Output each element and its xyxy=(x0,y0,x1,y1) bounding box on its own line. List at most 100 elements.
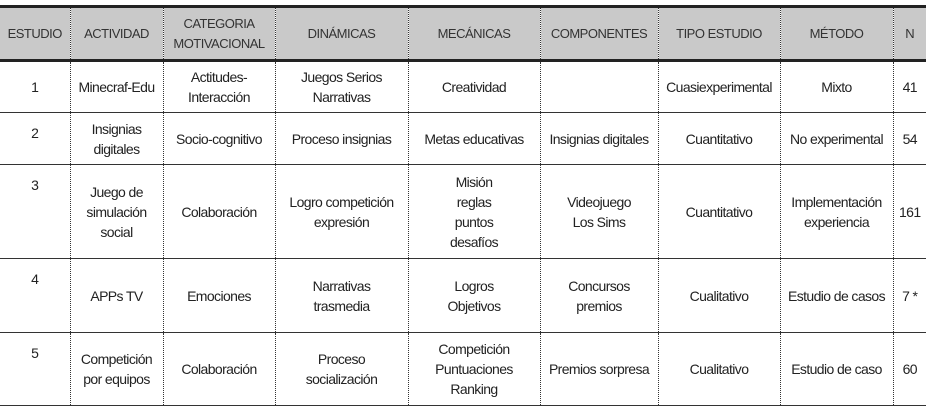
cell-actividad: Minecraf-Edu xyxy=(69,60,164,113)
cell-line: por equipos xyxy=(83,371,150,387)
cell-line: Proceso xyxy=(317,351,366,367)
cell-componentes xyxy=(539,60,659,113)
cell-line: APPs TV xyxy=(90,287,143,304)
cell-componentes: Videojuego Los Sims xyxy=(539,164,659,259)
cell-dinamicas: Proceso insignias xyxy=(274,112,409,165)
cell-line: Videojuego xyxy=(567,193,631,210)
cell-componentes: Concursos premios xyxy=(539,258,659,333)
cell-line: Insignias digitales xyxy=(549,130,649,147)
cell-actividad: Insignias digitales xyxy=(69,112,164,165)
cell-dinamicas: Narrativas trasmedia xyxy=(274,258,409,333)
cell-line: experiencia xyxy=(804,213,870,230)
cell-tipo: Cuantitativo xyxy=(657,164,781,259)
header-n: N xyxy=(892,5,926,62)
cell-n: 60 xyxy=(892,332,926,406)
cell-line: socialización xyxy=(305,371,378,387)
cell-mecanicas: Competición Puntuaciones Ranking xyxy=(407,332,541,406)
header-metodo: MÉTODO xyxy=(779,5,894,62)
cell-line: Juego de xyxy=(90,183,143,200)
table-row: 2 Insignias digitales Socio-cognitivo Proces… xyxy=(0,112,926,165)
cell-line: Misión xyxy=(455,173,493,190)
cell-mecanicas: Logros Objetivos xyxy=(407,258,541,333)
cell-line: premios xyxy=(576,297,622,314)
cell-metodo: Implementación experiencia xyxy=(779,164,894,259)
cell-mecanicas: Misión reglas puntos desafíos xyxy=(407,164,541,259)
cell-line: Logros xyxy=(454,277,494,294)
cell-line: Minecraf-Edu xyxy=(78,79,155,95)
cell-line: Objetivos xyxy=(447,297,502,314)
cell-line: Estudio de caso xyxy=(791,361,882,377)
cell-line: desafíos xyxy=(449,233,499,250)
cell-line: Juegos Serios xyxy=(301,69,383,85)
cell-line: Premios sorpresa xyxy=(548,361,650,377)
cell-line: Concursos xyxy=(568,277,630,294)
cell-estudio: 4 xyxy=(0,258,71,333)
cell-categoria: Actitudes- Interacción xyxy=(162,60,276,113)
table-row: 3 Juego de simulación social Colaboración Log… xyxy=(0,164,926,259)
cell-line: Mixto xyxy=(821,79,852,95)
header-categoria: CATEGORIA MOTIVACIONAL xyxy=(162,5,276,62)
cell-actividad: APPs TV xyxy=(69,258,164,333)
cell-metodo: Mixto xyxy=(779,60,894,113)
cell-line: Logro competición xyxy=(289,193,394,210)
cell-componentes: Insignias digitales xyxy=(539,112,659,165)
cell-metodo: Estudio de casos xyxy=(779,258,894,333)
cell-line: digitales xyxy=(93,140,141,157)
cell-line: trasmedia xyxy=(313,297,370,314)
cell-categoria: Emociones xyxy=(162,258,276,333)
cell-line: Narrativas xyxy=(312,277,371,294)
header-componentes: COMPONENTES xyxy=(539,5,659,62)
cell-n: 54 xyxy=(892,112,926,165)
cell-line: Insignias xyxy=(91,120,142,137)
cell-metodo: No experimental xyxy=(779,112,894,165)
cell-categoria: Colaboración xyxy=(162,164,276,259)
studies-table: ESTUDIO ACTIVIDAD CATEGORIA MOTIVACIONAL … xyxy=(0,5,926,406)
header-actividad: ACTIVIDAD xyxy=(69,5,164,62)
cell-line: Colaboración xyxy=(181,361,257,377)
header-dinamicas: DINÁMICAS xyxy=(274,5,409,62)
cell-line: social xyxy=(100,223,133,240)
cell-dinamicas: Juegos Serios Narrativas xyxy=(274,60,409,113)
cell-line: Creatividad xyxy=(441,79,507,95)
header-mecanicas: MECÁNICAS xyxy=(407,5,541,62)
cell-estudio: 1 xyxy=(0,60,71,113)
cell-line: Metas educativas xyxy=(424,130,524,147)
cell-estudio: 5 xyxy=(0,332,71,406)
cell-line: No experimental xyxy=(790,130,884,147)
cell-line: Proceso insignias xyxy=(291,130,392,147)
cell-line: simulación xyxy=(86,203,147,220)
cell-n: 161 xyxy=(892,164,926,259)
header-categoria-line1: CATEGORIA xyxy=(183,15,255,31)
cell-line: Narrativas xyxy=(312,89,371,105)
cell-tipo: Cualitativo xyxy=(657,258,781,333)
cell-estudio: 2 xyxy=(0,112,71,165)
cell-line: Implementación xyxy=(791,193,882,210)
cell-line: Ranking xyxy=(450,381,498,397)
cell-categoria: Socio-cognitivo xyxy=(162,112,276,165)
cell-tipo: Cuasiexperimental xyxy=(657,60,781,113)
cell-line: Estudio de casos xyxy=(787,287,886,304)
cell-line: expresión xyxy=(313,213,370,230)
cell-mecanicas: Creatividad xyxy=(407,60,541,113)
cell-tipo: Cuantitativo xyxy=(657,112,781,165)
cell-actividad: Juego de simulación social xyxy=(69,164,164,259)
table-row: 5 Competición por equipos Colaboración Proce… xyxy=(0,332,926,406)
header-estudio: ESTUDIO xyxy=(0,5,71,62)
cell-n: 41 xyxy=(892,60,926,113)
cell-line: Socio-cognitivo xyxy=(176,130,263,147)
header-tipo-estudio: TIPO ESTUDIO xyxy=(657,5,781,62)
cell-line: Colaboración xyxy=(181,203,257,220)
cell-dinamicas: Logro competición expresión xyxy=(274,164,409,259)
cell-line: Competición xyxy=(80,351,153,367)
cell-categoria: Colaboración xyxy=(162,332,276,406)
cell-tipo: Cualitativo xyxy=(657,332,781,406)
table-row: 1 Minecraf-Edu Actitudes- Interacción Juegos… xyxy=(0,60,926,113)
cell-line: puntos xyxy=(454,213,494,230)
cell-metodo: Estudio de caso xyxy=(779,332,894,406)
cell-mecanicas: Metas educativas xyxy=(407,112,541,165)
cell-line: Puntuaciones xyxy=(435,361,513,377)
cell-n: 7 * xyxy=(892,258,926,333)
cell-line: Interacción xyxy=(188,89,250,105)
cell-line: Actitudes- xyxy=(190,69,248,85)
header-row: ESTUDIO ACTIVIDAD CATEGORIA MOTIVACIONAL … xyxy=(0,5,926,62)
